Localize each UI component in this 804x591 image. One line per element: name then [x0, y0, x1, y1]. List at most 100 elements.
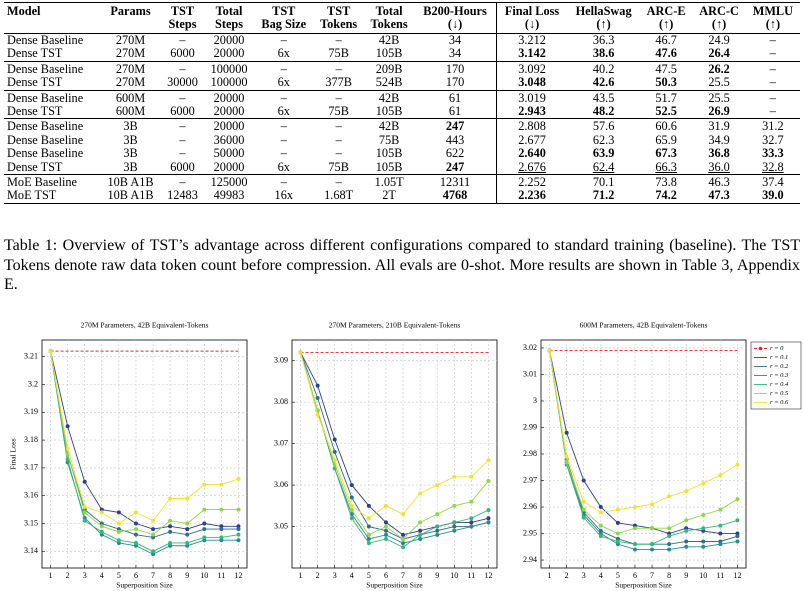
cell: 34: [414, 47, 497, 62]
point: [452, 474, 457, 479]
table-row: Dense TST 600M 6000 20000 6x 75B 105B 61 2.943 48…: [4, 104, 800, 119]
series-line: [50, 351, 239, 555]
series-line: [549, 350, 738, 513]
x-tick-label: 9: [435, 571, 439, 580]
cell: 247: [414, 118, 497, 134]
point: [349, 507, 354, 512]
cell: 30000: [167, 75, 198, 90]
point: [366, 536, 371, 541]
cell: 20000: [203, 118, 255, 134]
cell: 209B: [363, 60, 415, 77]
cell: 2.676: [518, 159, 546, 174]
cell: 1.68T: [313, 189, 364, 204]
point: [718, 523, 723, 528]
cell: 34.9: [708, 132, 730, 147]
point: [116, 538, 121, 543]
cell: 3.092: [496, 60, 568, 77]
cell: –: [280, 146, 287, 161]
point: [349, 503, 354, 508]
series-line: [300, 352, 489, 536]
cell: Dense Baseline: [7, 146, 84, 161]
point: [383, 536, 388, 541]
y-tick-label: 3.15: [24, 518, 38, 527]
point: [469, 520, 474, 525]
point: [452, 503, 457, 508]
chart-title: 600M Parameters, 42B Equivalent-Tokens: [580, 321, 708, 330]
series-line: [50, 351, 239, 525]
point: [366, 541, 371, 546]
header-line: MMLU: [752, 4, 794, 18]
x-tick-label: 12: [484, 571, 492, 580]
x-tick-label: 4: [599, 571, 603, 580]
cell: 6x: [277, 46, 290, 61]
cell: 24.9: [708, 33, 730, 47]
point: [202, 521, 207, 526]
cell: 2.808: [496, 118, 568, 134]
point: [315, 383, 320, 388]
header-line: Total: [215, 4, 243, 18]
point: [418, 536, 423, 541]
cell: 42B: [363, 118, 415, 134]
point: [598, 505, 603, 510]
cell: Dense TST: [7, 75, 63, 90]
point: [168, 529, 173, 534]
cell: 46.7: [655, 33, 677, 47]
point: [469, 524, 474, 529]
cell: 10B A1B: [100, 189, 161, 204]
cell: 270M: [115, 46, 146, 61]
cell: –: [161, 174, 204, 190]
cell: 39.0: [745, 189, 800, 204]
point: [185, 540, 190, 545]
point: [632, 526, 637, 531]
point: [383, 524, 388, 529]
point: [99, 529, 104, 534]
cell: 25.5: [692, 89, 746, 106]
legend-label: r = 0.6: [770, 399, 789, 406]
point: [684, 489, 689, 494]
cell: 61: [414, 104, 497, 119]
point: [735, 497, 740, 502]
cell: 75B: [378, 132, 400, 147]
series-line: [300, 352, 489, 540]
header-line: TST: [272, 4, 296, 18]
series-line: [50, 351, 239, 536]
point: [401, 545, 406, 550]
x-tick-label: 7: [401, 571, 405, 580]
header-cell: Model: [4, 2, 101, 34]
caption: Table 1: Overview of TST’s advantage acr…: [4, 237, 800, 293]
cell: 622: [414, 146, 497, 161]
cell: 20000: [213, 33, 245, 47]
y-tick-label: 3.16: [24, 491, 38, 500]
y-tick-label: 3.21: [24, 352, 38, 361]
point: [366, 532, 371, 537]
x-tick-label: 11: [717, 571, 725, 580]
x-tick-label: 10: [450, 571, 458, 580]
cell: 4768: [414, 189, 497, 204]
point: [236, 507, 241, 512]
point: [564, 459, 569, 464]
cell: 6000: [170, 46, 195, 61]
y-tick-label: 3.2: [28, 379, 38, 388]
cell: 12311: [414, 174, 497, 190]
cell: –: [335, 146, 342, 161]
point: [185, 543, 190, 548]
header-line: Final Loss: [504, 4, 560, 18]
cell: 51.7: [639, 89, 693, 106]
legend-label: r = 0.3: [770, 372, 789, 379]
point: [116, 529, 121, 534]
x-tick-label: 11: [468, 571, 476, 580]
header-cell: B200-Hours (↓): [414, 2, 497, 34]
row-group: Dense Baseline 600M –20000– –42B 61 3.019 43.5…: [4, 89, 800, 119]
point: [202, 507, 207, 512]
cell: –: [769, 46, 776, 61]
point: [332, 458, 337, 463]
header-line: (↓): [524, 17, 540, 31]
point: [99, 507, 104, 512]
x-tick-label: 9: [185, 571, 189, 580]
point: [236, 527, 241, 532]
table-row: MoE TST 10B A1B 12483 49983 16x 1.68T 2T 4768 2.…: [4, 189, 800, 204]
point: [133, 543, 138, 548]
cell: 524B: [375, 75, 403, 90]
row-group: Dense Baseline 270M –20000– –42B 34 3.212 36.3…: [4, 33, 800, 62]
point: [151, 549, 156, 554]
